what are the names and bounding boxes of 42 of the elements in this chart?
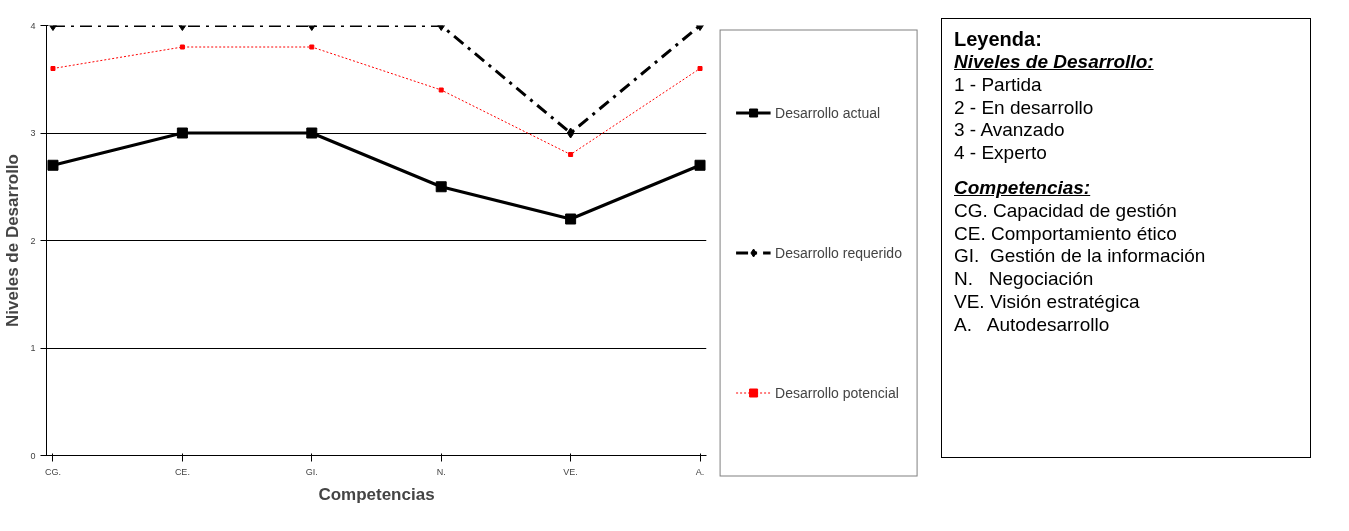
y-tick-label: 4	[30, 20, 36, 31]
y-tick-label: 2	[30, 235, 36, 246]
text: Competencias:	[954, 176, 1092, 200]
point	[309, 44, 315, 50]
y-tick-label: 3	[30, 128, 36, 138]
point	[565, 213, 577, 225]
x-tick-label: GI.	[305, 466, 318, 477]
point	[306, 127, 318, 139]
x-axis-title: Competencias	[318, 484, 435, 504]
text: A. Autodesarrollo	[954, 313, 1111, 337]
x-tick-label: CG.	[44, 466, 61, 477]
text: 4 - Experto	[954, 142, 1048, 165]
point	[50, 66, 56, 71]
point	[568, 152, 574, 157]
legend-label: Desarrollo actual	[775, 103, 881, 123]
legend-label: Desarrollo potencial	[775, 383, 899, 403]
x-tick-label: N.	[436, 466, 446, 477]
text: 2 - En desarrollo	[954, 96, 1095, 120]
legend-label: Desarrollo requerido	[775, 243, 902, 263]
text: CE. Comportamiento ético	[954, 222, 1178, 246]
point	[47, 159, 59, 171]
point	[176, 127, 188, 139]
x-tick-label: A.	[695, 466, 705, 477]
text: Niveles de Desarrollo:	[954, 51, 1155, 74]
y-tick-label: 1	[30, 343, 36, 353]
text: GI. Gestión de la información	[954, 245, 1206, 269]
y-tick-label: 0	[30, 450, 36, 461]
text: CG. Capacidad de gestión	[954, 199, 1178, 223]
text: N. Negociación	[954, 268, 1095, 291]
point	[438, 87, 444, 93]
point	[697, 66, 703, 71]
text: VE. Visión estratégica	[954, 290, 1141, 314]
text: 3 - Avanzado	[954, 119, 1066, 143]
text: Leyenda:	[954, 27, 1043, 51]
point	[694, 159, 706, 171]
x-tick-label: VE.	[563, 466, 578, 477]
point	[566, 127, 575, 139]
x-tick-label: CE.	[174, 466, 190, 477]
text: 1 - Partida	[954, 73, 1043, 97]
y-axis-title: Niveles de Desarrollo	[3, 154, 23, 327]
point	[435, 181, 447, 193]
point	[179, 44, 185, 50]
